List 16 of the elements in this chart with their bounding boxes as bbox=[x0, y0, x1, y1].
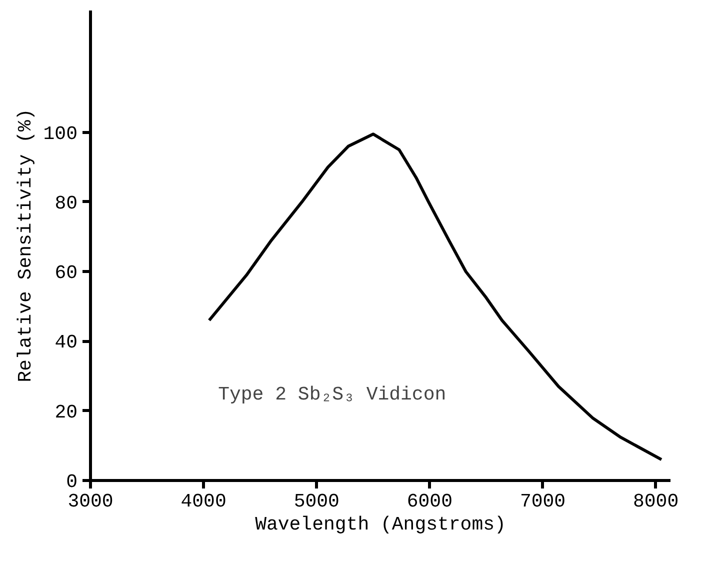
y-tick-label: 0 bbox=[66, 471, 78, 493]
x-tick-label: 7000 bbox=[520, 490, 566, 512]
y-axis-title: Relative Sensitivity (%) bbox=[14, 108, 36, 382]
line-series bbox=[208, 132, 663, 462]
x-tick-label: 6000 bbox=[406, 490, 452, 512]
y-tick-label: 20 bbox=[54, 401, 78, 424]
x-tick-label: 5000 bbox=[294, 490, 340, 512]
y-tick-label: 80 bbox=[54, 192, 78, 214]
x-tick-label: 8000 bbox=[633, 490, 679, 512]
y-tick-label: 40 bbox=[54, 332, 78, 354]
annotation: Type 2 Sb₂S₃ Vidicon bbox=[218, 383, 446, 406]
x-axis-title: Wavelength (Angstroms) bbox=[255, 514, 506, 536]
y-tick-label: 100 bbox=[43, 122, 78, 145]
y-tick-label: 60 bbox=[54, 262, 78, 284]
x-tick-label: 4000 bbox=[180, 490, 226, 512]
x-tick-label: 3000 bbox=[68, 490, 114, 512]
